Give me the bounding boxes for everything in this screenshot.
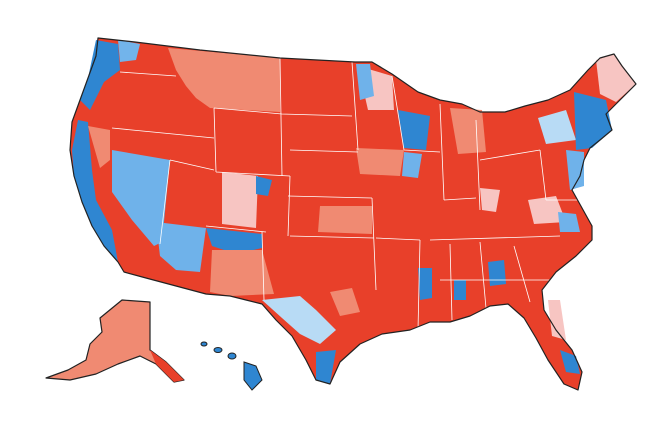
region-virginia (528, 196, 566, 224)
region-california-inland (88, 126, 110, 168)
alaska-panhandle (150, 350, 184, 382)
region-california-coast (72, 120, 118, 262)
region-mid-atlantic (566, 150, 584, 190)
region-maine (596, 54, 636, 102)
region-minneapolis (356, 64, 374, 100)
region-illinois (402, 152, 422, 178)
region-louisiana (418, 268, 432, 300)
region-south-texas (316, 350, 336, 384)
region-alabama (454, 280, 466, 300)
region-texas-central (330, 288, 360, 316)
region-iowa (356, 148, 404, 176)
region-seattle (118, 40, 140, 62)
region-new-york (538, 110, 576, 144)
hawaii (200, 341, 263, 391)
region-ohio (480, 188, 500, 212)
region-arizona-south (206, 228, 262, 254)
region-arizona-north (156, 222, 206, 272)
region-west-texas (262, 296, 336, 344)
region-wisconsin (398, 110, 430, 150)
region-florida-east (548, 300, 566, 340)
region-nevada (112, 150, 170, 246)
region-denver (256, 176, 272, 196)
alaska (45, 299, 185, 383)
region-kansas (318, 206, 372, 234)
region-montana (168, 48, 280, 112)
region-new-england (574, 92, 612, 150)
state-borders (111, 57, 590, 331)
region-nc (558, 212, 580, 232)
region-colorado-west (222, 172, 258, 228)
region-northwest-coast (80, 40, 120, 110)
region-new-mexico (210, 250, 274, 296)
contiguous-outline (69, 37, 637, 391)
region-georgia (488, 260, 506, 286)
